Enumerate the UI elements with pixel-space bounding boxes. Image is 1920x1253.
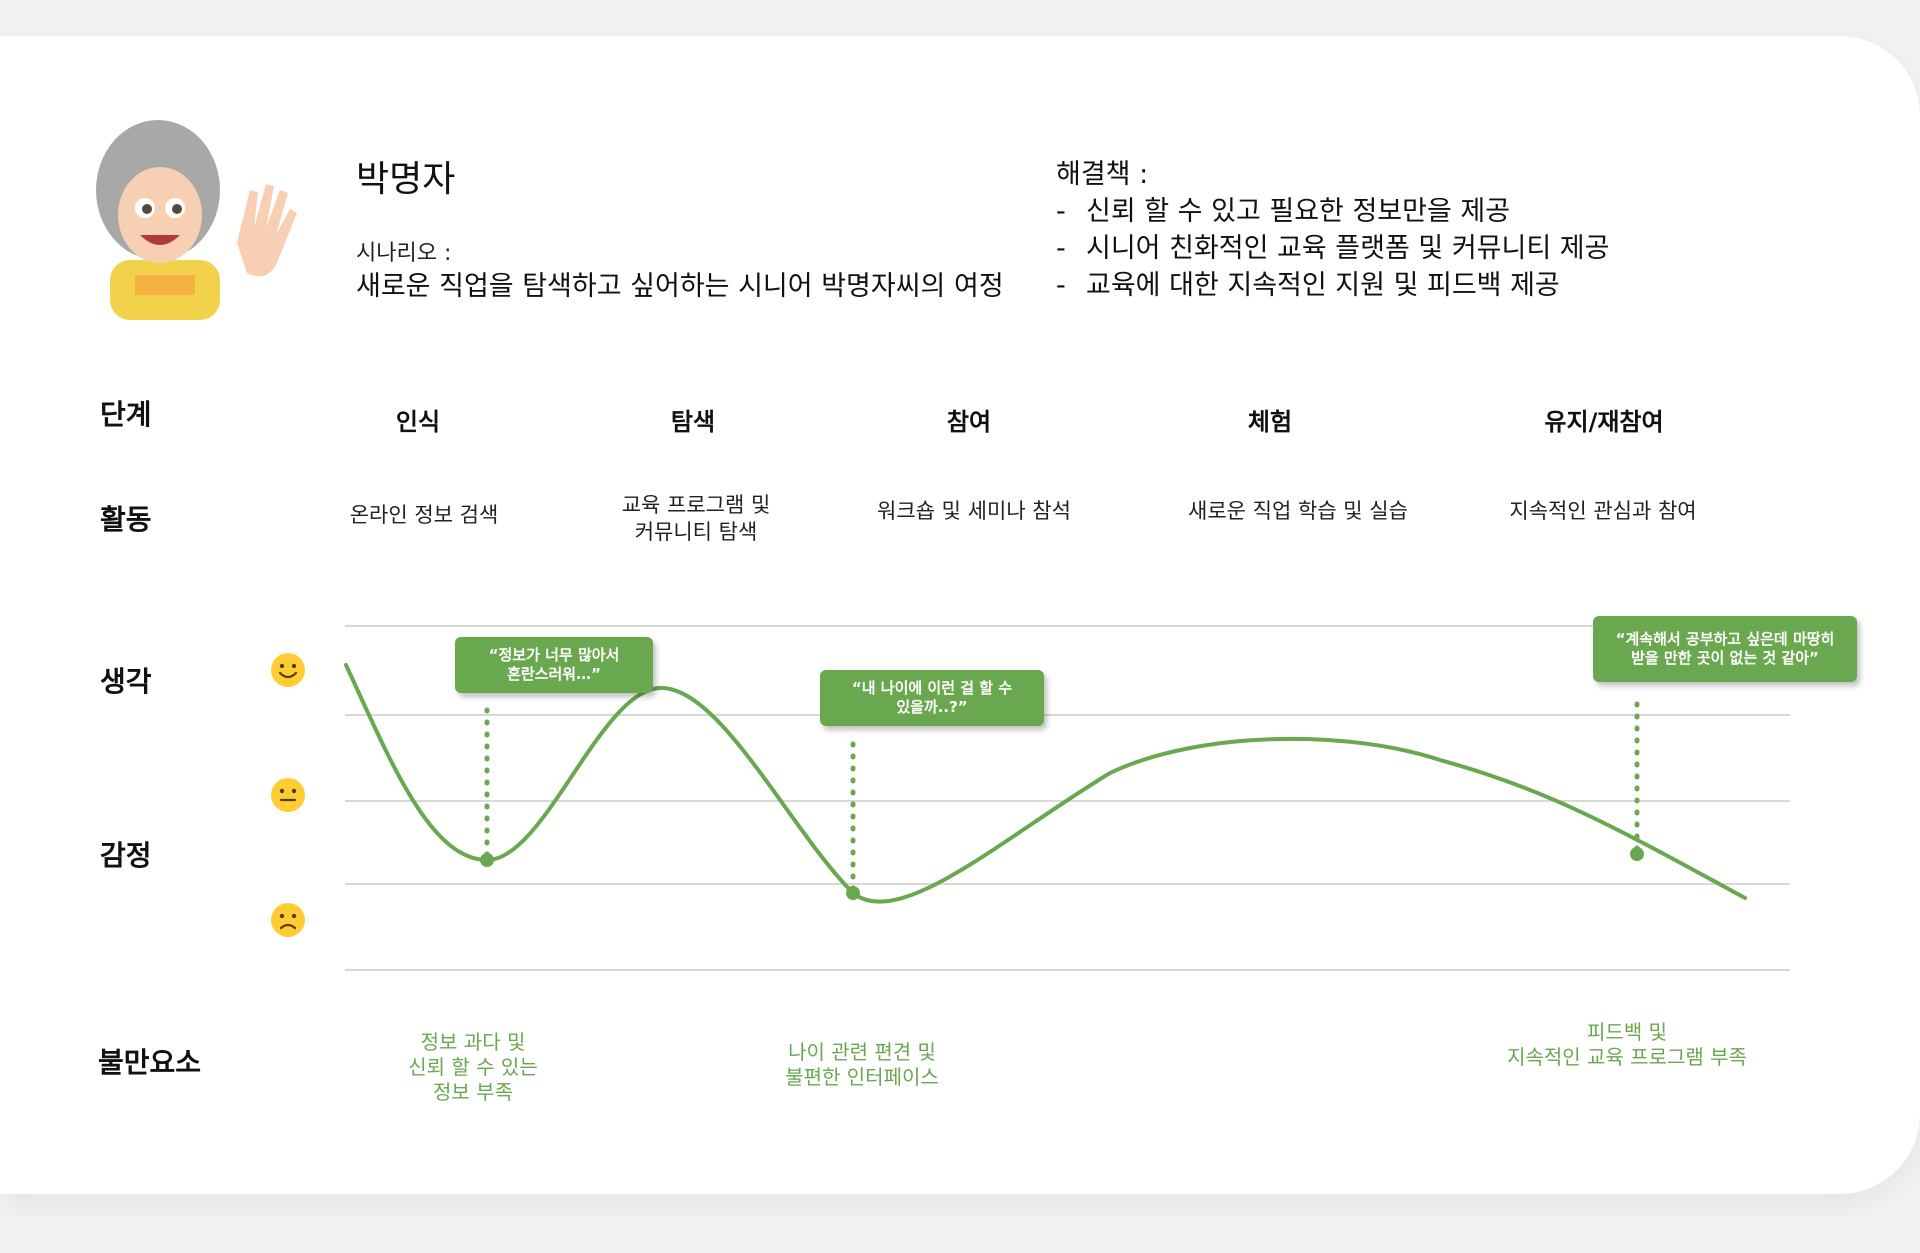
- journey-map-card: [0, 36, 1920, 1194]
- row-label-emotion: 감정: [100, 839, 152, 872]
- complaint-retention: 피드백 및 지속적인 교육 프로그램 부족: [1507, 1020, 1747, 1069]
- activity-retention: 지속적인 관심과 참여: [1509, 499, 1697, 523]
- solutions-block: 해결책 : - 신뢰 할 수 있고 필요한 정보만을 제공 - 시니어 친화적인 교…: [1056, 156, 1609, 304]
- activity-experience: 새로운 직업 학습 및 실습: [1188, 499, 1408, 523]
- neutral-face-icon: [271, 778, 305, 812]
- activity-participation: 워크숍 및 세미나 참석: [877, 499, 1071, 523]
- stage-retention: 유지/재참여: [1544, 408, 1664, 436]
- happy-face-icon: [271, 653, 305, 687]
- scenario-text: 새로운 직업을 탐색하고 싶어하는 시니어 박명자씨의 여정: [356, 271, 1004, 302]
- row-label-complaint: 불만요소: [98, 1046, 202, 1079]
- scenario-label: 시나리오 :: [356, 241, 452, 266]
- persona-avatar: [96, 120, 297, 320]
- row-label-thought: 생각: [100, 665, 152, 698]
- activity-exploration: 교육 프로그램 및 커뮤니티 탐색: [621, 493, 771, 544]
- solution-item: - 신뢰 할 수 있고 필요한 정보만을 제공: [1056, 196, 1511, 227]
- solution-item: - 시니어 친화적인 교육 플랫폼 및 커뮤니티 제공: [1056, 233, 1610, 264]
- stage-awareness: 인식: [395, 408, 441, 436]
- row-label-stage: 단계: [100, 398, 152, 431]
- thought-bubble-retention: “계속해서 공부하고 싶은데 마땅히 받을 만한 곳이 없는 것 같아”: [1593, 616, 1857, 682]
- sad-face-icon: [271, 903, 305, 937]
- solutions-title: 해결책 :: [1056, 159, 1149, 190]
- persona-name: 박명자: [356, 159, 456, 200]
- solution-item: - 교육에 대한 지속적인 지원 및 피드백 제공: [1056, 270, 1560, 301]
- thought-bubble-participation: “내 나이에 이런 걸 할 수 있을까..?”: [820, 670, 1044, 726]
- stage-participation: 참여: [946, 408, 992, 436]
- complaint-awareness: 정보 과다 및 신뢰 할 수 있는 정보 부족: [408, 1030, 538, 1104]
- stage-experience: 체험: [1247, 408, 1293, 436]
- row-label-activity: 활동: [100, 503, 152, 536]
- stage-exploration: 탐색: [670, 408, 716, 436]
- complaint-participation: 나이 관련 편견 및 불편한 인터페이스: [785, 1040, 939, 1089]
- activity-awareness: 온라인 정보 검색: [349, 503, 499, 527]
- thought-bubble-awareness: “정보가 너무 많아서 혼란스러워…”: [455, 637, 653, 693]
